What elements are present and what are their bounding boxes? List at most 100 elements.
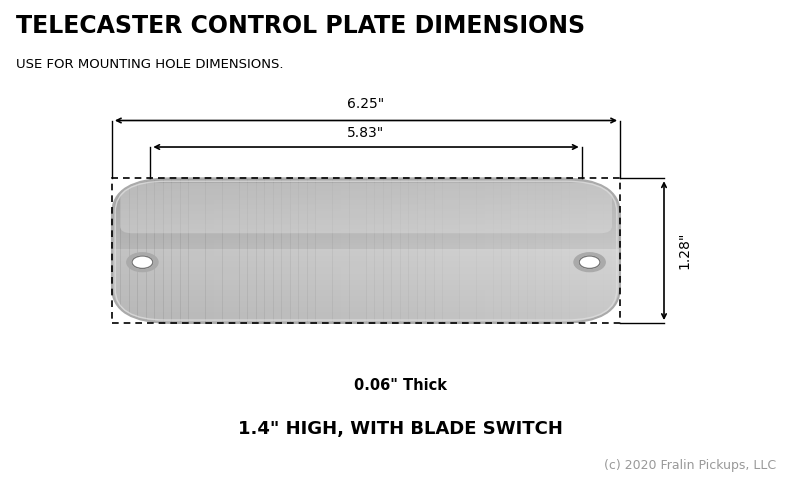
Bar <box>112 185 620 187</box>
Bar <box>180 178 189 323</box>
Bar <box>112 268 620 270</box>
Bar <box>112 299 620 301</box>
Bar <box>603 178 612 323</box>
Bar <box>112 297 620 299</box>
Bar <box>476 178 486 323</box>
Bar <box>332 178 342 323</box>
Bar <box>112 321 620 323</box>
Bar <box>112 181 620 184</box>
Bar <box>112 207 620 209</box>
Bar <box>112 276 620 278</box>
Bar <box>535 178 545 323</box>
Bar <box>112 218 620 220</box>
Bar <box>400 178 409 323</box>
Bar <box>527 178 536 323</box>
Bar <box>112 250 620 253</box>
Bar <box>197 178 206 323</box>
Bar <box>112 315 620 318</box>
Bar <box>450 178 460 323</box>
Bar <box>112 221 620 224</box>
Circle shape <box>574 253 606 272</box>
Bar <box>112 317 620 319</box>
Bar <box>502 178 510 323</box>
Bar <box>112 178 620 323</box>
Bar <box>112 238 620 240</box>
Bar <box>552 178 562 323</box>
Bar <box>154 178 164 323</box>
Bar <box>163 178 172 323</box>
Text: (c) 2020 Fralin Pickups, LLC: (c) 2020 Fralin Pickups, LLC <box>604 459 776 472</box>
Bar <box>112 301 620 303</box>
Bar <box>112 183 620 186</box>
Bar <box>112 306 620 308</box>
Bar <box>112 263 620 265</box>
Bar <box>518 178 528 323</box>
Bar <box>112 196 620 198</box>
Bar <box>256 178 266 323</box>
Bar <box>112 281 620 283</box>
Bar <box>459 178 469 323</box>
Circle shape <box>132 256 153 268</box>
Bar <box>112 282 620 285</box>
Bar <box>493 178 502 323</box>
Bar <box>112 252 620 254</box>
Bar <box>467 178 477 323</box>
Bar <box>112 277 620 280</box>
Bar <box>349 178 358 323</box>
Bar <box>112 212 620 214</box>
Bar <box>324 178 333 323</box>
Bar <box>112 192 620 195</box>
Bar <box>112 190 620 193</box>
Bar <box>586 178 595 323</box>
Bar <box>112 310 620 312</box>
Bar <box>112 216 620 218</box>
Bar <box>594 178 604 323</box>
Bar <box>112 305 620 307</box>
Bar <box>146 178 155 323</box>
Text: 1.4" HIGH, WITH BLADE SWITCH: 1.4" HIGH, WITH BLADE SWITCH <box>238 420 562 438</box>
Bar <box>112 210 620 213</box>
Bar <box>290 178 299 323</box>
Bar <box>112 259 620 261</box>
Bar <box>112 241 620 243</box>
Bar <box>282 178 290 323</box>
Bar <box>112 223 620 226</box>
Bar <box>112 308 620 310</box>
Bar <box>112 274 620 276</box>
Bar <box>112 243 620 245</box>
Bar <box>112 225 620 227</box>
Bar <box>112 228 620 231</box>
Bar <box>112 232 620 234</box>
Bar <box>298 178 307 323</box>
Bar <box>426 178 434 323</box>
Bar <box>374 178 384 323</box>
Bar <box>112 247 620 249</box>
Bar <box>112 295 620 297</box>
Bar <box>112 313 620 316</box>
Circle shape <box>579 256 600 268</box>
Bar <box>434 178 443 323</box>
Bar <box>112 255 620 258</box>
Bar <box>417 178 426 323</box>
Bar <box>112 201 620 203</box>
Text: 6.25": 6.25" <box>347 97 385 111</box>
Bar <box>138 178 146 323</box>
Bar <box>383 178 392 323</box>
Bar <box>112 294 620 296</box>
Bar <box>214 178 223 323</box>
Bar <box>112 272 620 274</box>
Bar <box>265 178 274 323</box>
Bar <box>112 227 620 229</box>
Bar <box>112 265 620 267</box>
Bar <box>315 178 325 323</box>
Bar <box>112 286 620 289</box>
Bar <box>247 178 257 323</box>
Text: 5.83": 5.83" <box>347 126 385 140</box>
Bar <box>112 187 620 189</box>
Bar <box>112 279 620 281</box>
Bar <box>112 188 620 191</box>
Bar <box>205 178 214 323</box>
Text: TELECASTER CONTROL PLATE DIMENSIONS: TELECASTER CONTROL PLATE DIMENSIONS <box>16 14 585 39</box>
Bar <box>239 178 248 323</box>
Bar <box>112 288 620 290</box>
